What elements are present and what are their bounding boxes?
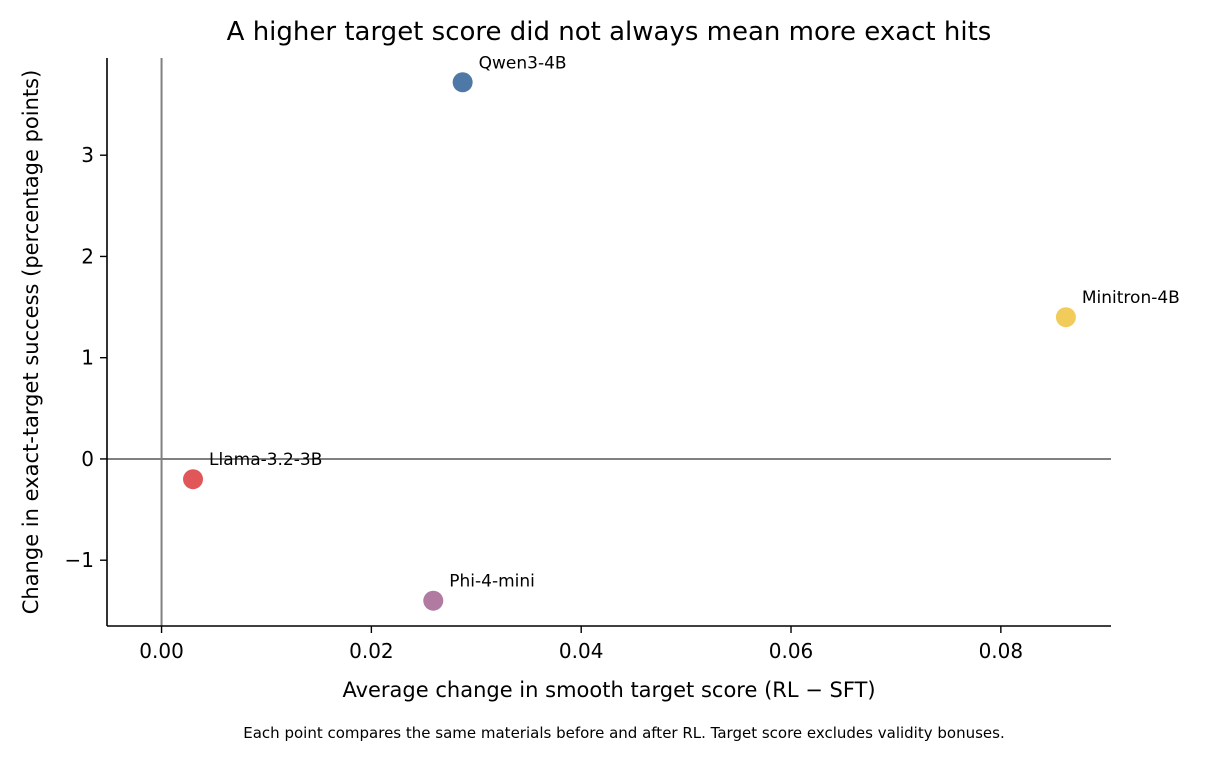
data-points [183, 72, 1076, 611]
data-point [1055, 307, 1076, 328]
x-tick-label: 0.00 [139, 639, 184, 663]
y-tick-label: 3 [81, 143, 94, 167]
x-tick-label: 0.06 [769, 639, 814, 663]
y-tick-label: 2 [81, 244, 94, 268]
y-axis-label: Change in exact-target success (percenta… [19, 70, 43, 615]
chart-title: A higher target score did not always mea… [227, 17, 992, 47]
data-point [183, 469, 204, 490]
y-tick-label: 0 [81, 447, 94, 471]
y-tick-label: −1 [65, 548, 94, 572]
data-point [452, 72, 473, 93]
x-axis-label: Average change in smooth target score (R… [342, 678, 875, 702]
y-tick-label: 1 [81, 346, 94, 370]
y-axis-ticks: −1 0 1 2 3 [65, 143, 107, 572]
data-point-label: Llama-3.2-3B [209, 450, 322, 470]
data-point-label: Phi-4-mini [449, 572, 535, 592]
x-tick-label: 0.08 [979, 639, 1024, 663]
x-tick-label: 0.02 [349, 639, 394, 663]
data-point-label: Minitron-4B [1082, 288, 1180, 308]
data-point-labels: Qwen3-4B Minitron-4B Llama-3.2-3B Phi-4-min… [209, 53, 1180, 591]
data-point-label: Qwen3-4B [479, 53, 567, 73]
x-axis-ticks: 0.00 0.02 0.04 0.06 0.08 [139, 626, 1023, 663]
reference-lines [107, 58, 1111, 626]
axes [106, 58, 1111, 627]
chart-caption: Each point compares the same materials b… [243, 724, 1004, 742]
x-tick-label: 0.04 [559, 639, 604, 663]
data-point [423, 590, 444, 611]
